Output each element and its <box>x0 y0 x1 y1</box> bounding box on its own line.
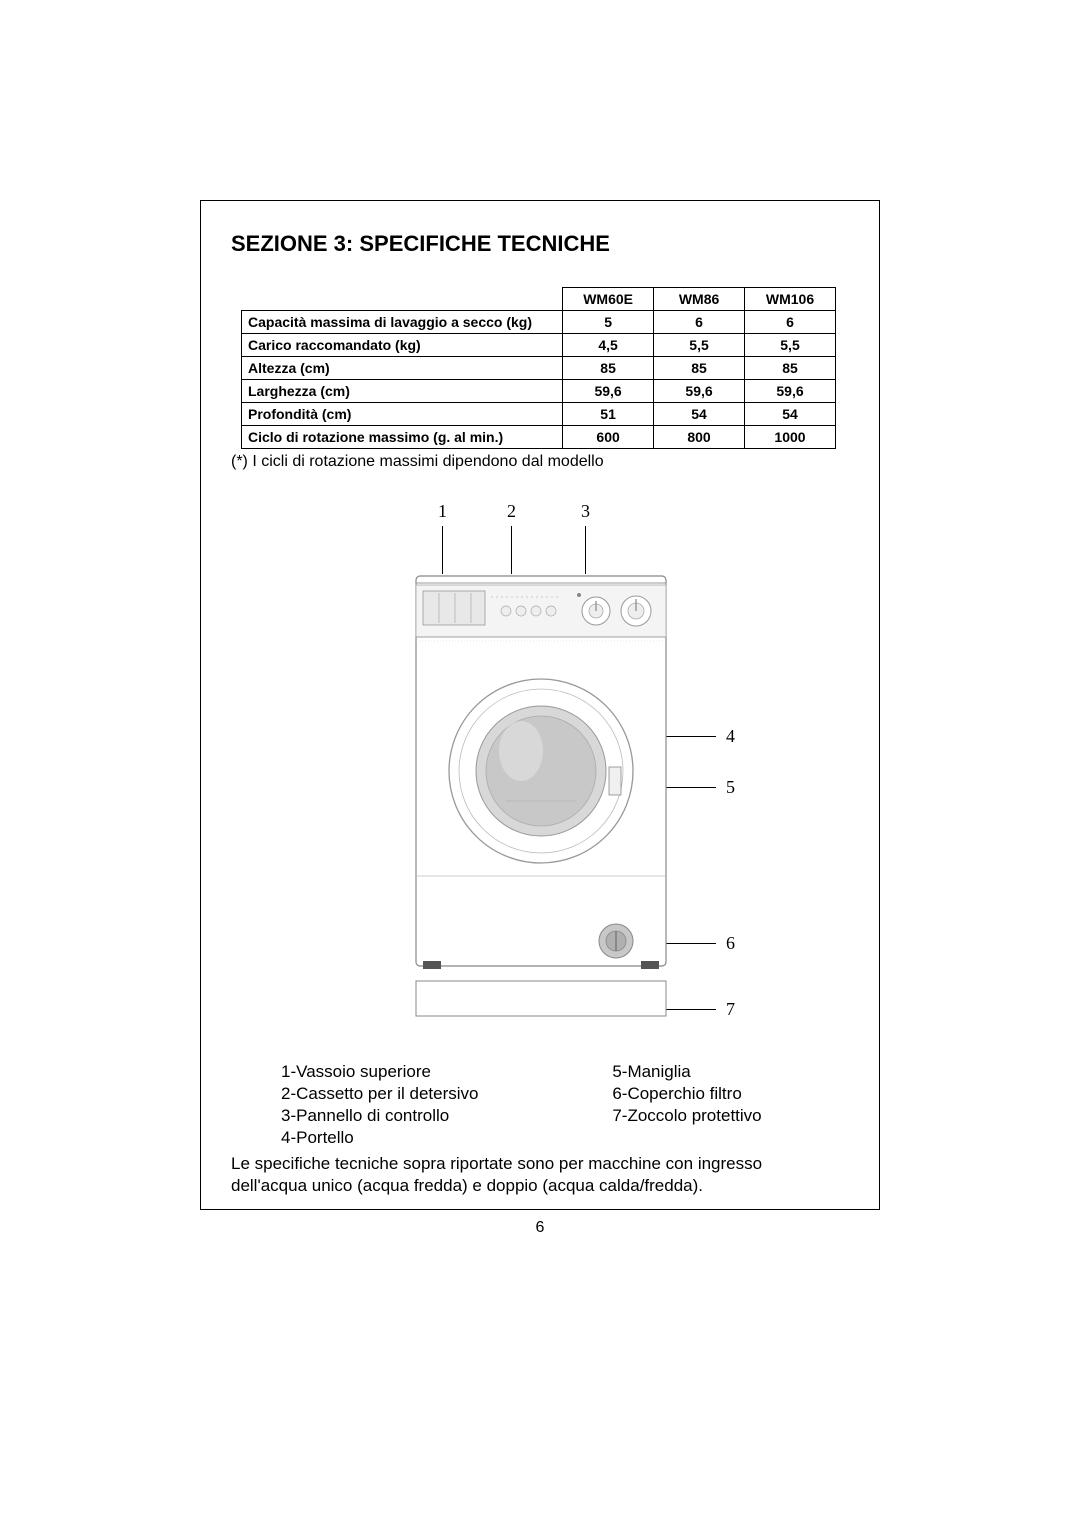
cell: 800 <box>654 426 745 449</box>
cell: 51 <box>563 403 654 426</box>
callout-number: 2 <box>507 501 516 522</box>
note-line: Le specifiche tecniche sopra riportate s… <box>231 1154 762 1173</box>
col-header: WM86 <box>654 288 745 311</box>
cell: 54 <box>745 403 836 426</box>
diagram-legend: 1-Vassoio superiore 2-Cassetto per il de… <box>231 1061 849 1149</box>
cell: 1000 <box>745 426 836 449</box>
cell: 5,5 <box>654 334 745 357</box>
callout-number: 3 <box>581 501 590 522</box>
diagram-area: 1 2 3 4 5 6 7 <box>231 501 851 1061</box>
section-title: SEZIONE 3: SPECIFICHE TECNICHE <box>231 231 849 257</box>
row-label: Altezza (cm) <box>242 357 563 380</box>
callout-number: 7 <box>726 999 735 1020</box>
col-header: WM106 <box>745 288 836 311</box>
cell: 6 <box>745 311 836 334</box>
legend-item: 7-Zoccolo protettivo <box>612 1105 849 1127</box>
leader-line <box>442 526 443 574</box>
note-line: dell'acqua unico (acqua fredda) e doppio… <box>231 1176 703 1195</box>
footnote: (*) I cicli di rotazione massimi dipendo… <box>231 453 849 471</box>
legend-item: 3-Pannello di controllo <box>281 1105 612 1127</box>
cell: 4,5 <box>563 334 654 357</box>
row-label: Carico raccomandato (kg) <box>242 334 563 357</box>
spec-table: WM60E WM86 WM106 Capacità massima di lav… <box>241 287 836 449</box>
callout-number: 4 <box>726 726 735 747</box>
cell: 85 <box>563 357 654 380</box>
page-number: 6 <box>201 1219 879 1237</box>
row-label: Capacità massima di lavaggio a secco (kg… <box>242 311 563 334</box>
cell: 54 <box>654 403 745 426</box>
legend-item: 2-Cassetto per il detersivo <box>281 1083 612 1105</box>
callout-number: 6 <box>726 933 735 954</box>
cell: 85 <box>654 357 745 380</box>
legend-item: 1-Vassoio superiore <box>281 1061 612 1083</box>
cell: 59,6 <box>654 380 745 403</box>
row-label: Profondità (cm) <box>242 403 563 426</box>
callout-number: 1 <box>438 501 447 522</box>
row-label: Ciclo di rotazione massimo (g. al min.) <box>242 426 563 449</box>
washing-machine-diagram <box>411 571 681 1021</box>
page-frame: SEZIONE 3: SPECIFICHE TECNICHE WM60E WM8… <box>200 200 880 1210</box>
bottom-note: Le specifiche tecniche sopra riportate s… <box>231 1153 849 1197</box>
row-label: Larghezza (cm) <box>242 380 563 403</box>
legend-item: 6-Coperchio filtro <box>612 1083 849 1105</box>
cell: 600 <box>563 426 654 449</box>
cell: 59,6 <box>745 380 836 403</box>
cell: 85 <box>745 357 836 380</box>
cell: 5 <box>563 311 654 334</box>
legend-item: 5-Maniglia <box>612 1061 849 1083</box>
legend-item: 4-Portello <box>281 1127 612 1149</box>
callout-number: 5 <box>726 777 735 798</box>
cell: 5,5 <box>745 334 836 357</box>
leader-line <box>585 526 586 574</box>
leader-line <box>511 526 512 574</box>
col-header: WM60E <box>563 288 654 311</box>
cell: 6 <box>654 311 745 334</box>
cell: 59,6 <box>563 380 654 403</box>
